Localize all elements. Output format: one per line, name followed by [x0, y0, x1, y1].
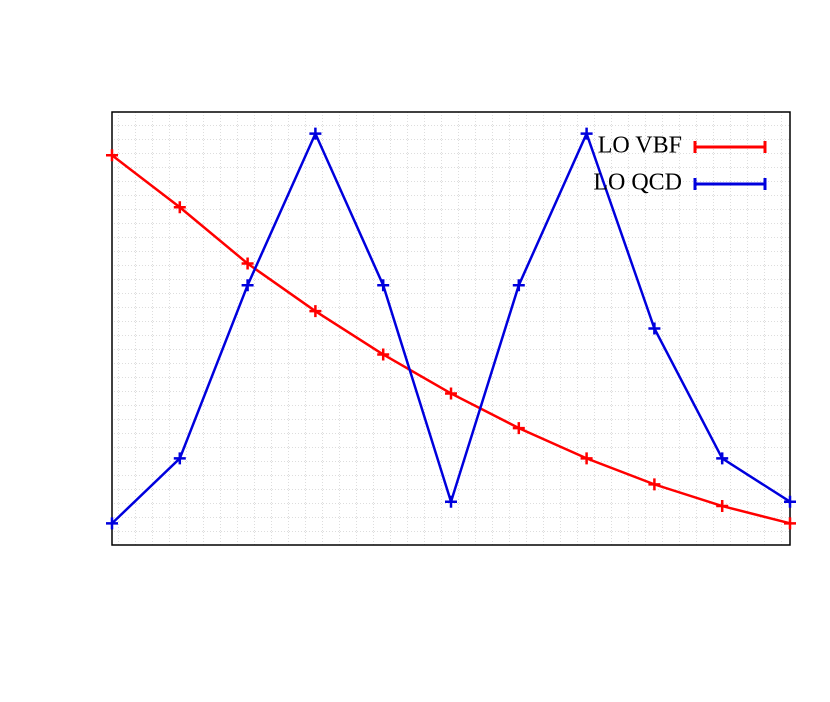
point — [580, 127, 593, 140]
point — [784, 495, 796, 508]
legend-swatch — [693, 141, 767, 153]
point — [173, 452, 186, 465]
point — [445, 495, 457, 508]
point — [648, 322, 661, 335]
legend: LO VBF LO QCD — [593, 133, 767, 196]
point — [512, 279, 525, 292]
point — [241, 257, 254, 270]
point — [512, 422, 525, 435]
legend-label: LO QCD — [593, 170, 682, 196]
legend-swatch — [693, 178, 767, 190]
point — [716, 452, 729, 465]
marks — [106, 127, 796, 530]
point — [309, 305, 322, 318]
point — [309, 127, 322, 140]
point — [241, 279, 254, 292]
point — [580, 452, 593, 465]
point — [648, 478, 661, 491]
point — [445, 387, 457, 400]
grid-pattern — [112, 112, 790, 545]
point — [377, 348, 390, 361]
point — [106, 149, 118, 162]
point — [173, 201, 186, 214]
point — [716, 500, 729, 513]
plot-frame — [111, 111, 791, 546]
legend-label: LO VBF — [598, 133, 682, 159]
point — [106, 517, 118, 530]
point — [784, 517, 796, 530]
point — [377, 279, 390, 292]
